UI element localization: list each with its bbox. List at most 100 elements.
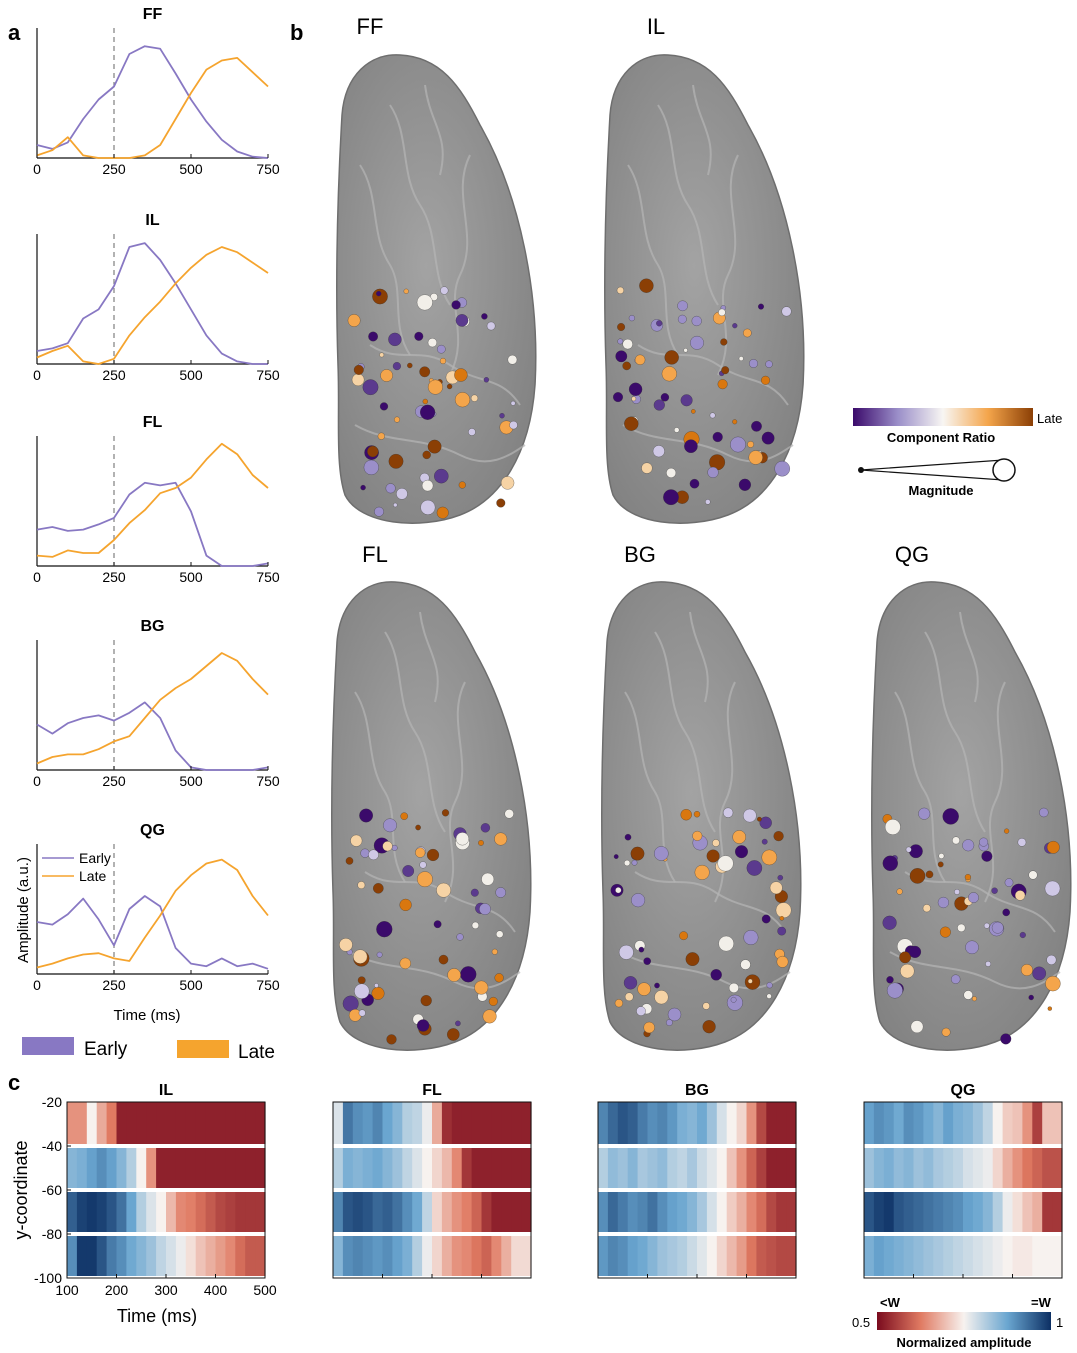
heatmap-cell	[86, 1148, 98, 1188]
electrode	[712, 431, 723, 443]
electrode	[882, 915, 897, 930]
electrode	[470, 394, 479, 402]
electrode	[735, 845, 748, 859]
heatmap-cell	[501, 1236, 512, 1276]
electrode	[693, 811, 701, 818]
heatmap-cell	[627, 1102, 639, 1144]
electrode	[494, 973, 504, 983]
electrode	[1045, 975, 1061, 992]
brain-sulcus	[689, 611, 709, 703]
electrode	[402, 865, 415, 877]
heatmap-cell	[412, 1236, 423, 1276]
electrode	[427, 379, 443, 395]
heatmap-cell	[422, 1236, 433, 1276]
electrode	[630, 846, 645, 861]
heatmap-cell	[461, 1102, 473, 1144]
electrode	[751, 420, 762, 432]
x-tick-label: 250	[102, 161, 126, 177]
electrode	[732, 419, 738, 425]
electrode	[666, 1019, 673, 1026]
electrode	[740, 959, 751, 970]
heatmap-cell	[215, 1102, 226, 1144]
electrode	[393, 502, 398, 508]
electrode	[377, 432, 385, 440]
heatmap-cell	[873, 1102, 885, 1144]
electrode	[965, 940, 979, 955]
electrode	[680, 809, 692, 821]
electrode	[470, 888, 479, 897]
electrode	[963, 990, 973, 1000]
series-line-early	[36, 701, 269, 771]
electrode	[417, 871, 433, 888]
electrode	[455, 314, 469, 327]
electrode	[392, 362, 401, 371]
electrode	[427, 439, 442, 454]
heatmap-cell	[352, 1148, 364, 1188]
heatmap-cell	[943, 1192, 954, 1232]
heatmap-cell	[687, 1192, 698, 1232]
electrode	[634, 354, 646, 365]
electrode	[710, 969, 722, 981]
heatmap-cell	[1012, 1236, 1023, 1276]
magnitude-label: Magnitude	[909, 483, 974, 498]
x-tick-label: 250	[102, 977, 126, 993]
series-line-early	[36, 895, 269, 970]
heatmap-cell	[667, 1102, 678, 1144]
electrode	[371, 986, 385, 1000]
heatmap-cell	[1032, 1102, 1043, 1144]
electrode	[347, 314, 361, 327]
heatmap-cell	[776, 1236, 787, 1276]
heatmap-cell	[402, 1148, 413, 1188]
component-ratio-colorbar: Late Component Ratio	[853, 408, 1062, 445]
line-chart-qg: QG 0 250 500 750	[33, 822, 280, 993]
heatmap-cell	[864, 1148, 875, 1188]
heatmap-cell	[471, 1102, 483, 1144]
electrode	[759, 816, 772, 829]
heatmap-cell	[441, 1236, 453, 1276]
heatmap-cell	[432, 1236, 443, 1276]
heatmap-cell	[667, 1236, 678, 1276]
electrode	[499, 413, 505, 419]
heatmap-cell	[776, 1102, 787, 1144]
heatmap-cell	[736, 1236, 748, 1276]
electrode	[614, 999, 623, 1008]
brain-sulcus	[359, 164, 411, 356]
electrode	[694, 864, 710, 880]
heatmap-cell	[225, 1148, 236, 1188]
electrode	[683, 348, 688, 353]
heatmap-cell	[883, 1236, 895, 1276]
heatmap-cell	[647, 1236, 658, 1276]
electrode	[480, 823, 491, 833]
heatmap-cell	[205, 1102, 217, 1144]
electrode	[738, 356, 744, 361]
brain-sulcus	[354, 691, 406, 883]
electrode	[399, 898, 412, 911]
heatmap-cell	[86, 1102, 98, 1144]
heatmap-cell	[687, 1236, 698, 1276]
electrode	[758, 303, 764, 310]
heatmap-cell	[992, 1236, 1004, 1276]
electrode	[743, 328, 752, 338]
heatmap-cell	[903, 1192, 915, 1232]
heatmap-cell	[146, 1236, 157, 1276]
heatmap-cell	[1032, 1192, 1043, 1232]
electrode	[654, 982, 660, 989]
heatmap-cell	[402, 1192, 413, 1232]
electrode	[981, 850, 993, 862]
panel-a-line-charts: FF 0 250 500 750 IL 0 250 500 750 FL 0 250 500 750 BG 0 2…	[33, 6, 280, 993]
heatmap-cell	[893, 1192, 905, 1232]
x-tick-label: 750	[256, 773, 280, 789]
series-line-early	[36, 481, 269, 567]
electrode	[481, 313, 488, 320]
electrode	[769, 881, 783, 895]
heatmap-cell	[166, 1236, 177, 1276]
heatmap-cell	[521, 1192, 532, 1232]
heatmap-cell	[185, 1102, 197, 1144]
heatmap-cell	[76, 1236, 88, 1276]
heatmap-cell	[491, 1148, 502, 1188]
heatmap-cell	[1012, 1148, 1023, 1188]
heatmap-cell	[116, 1102, 127, 1144]
electrode	[447, 1028, 460, 1041]
heatmap-cell	[637, 1148, 649, 1188]
heatmap-cell	[225, 1102, 236, 1144]
